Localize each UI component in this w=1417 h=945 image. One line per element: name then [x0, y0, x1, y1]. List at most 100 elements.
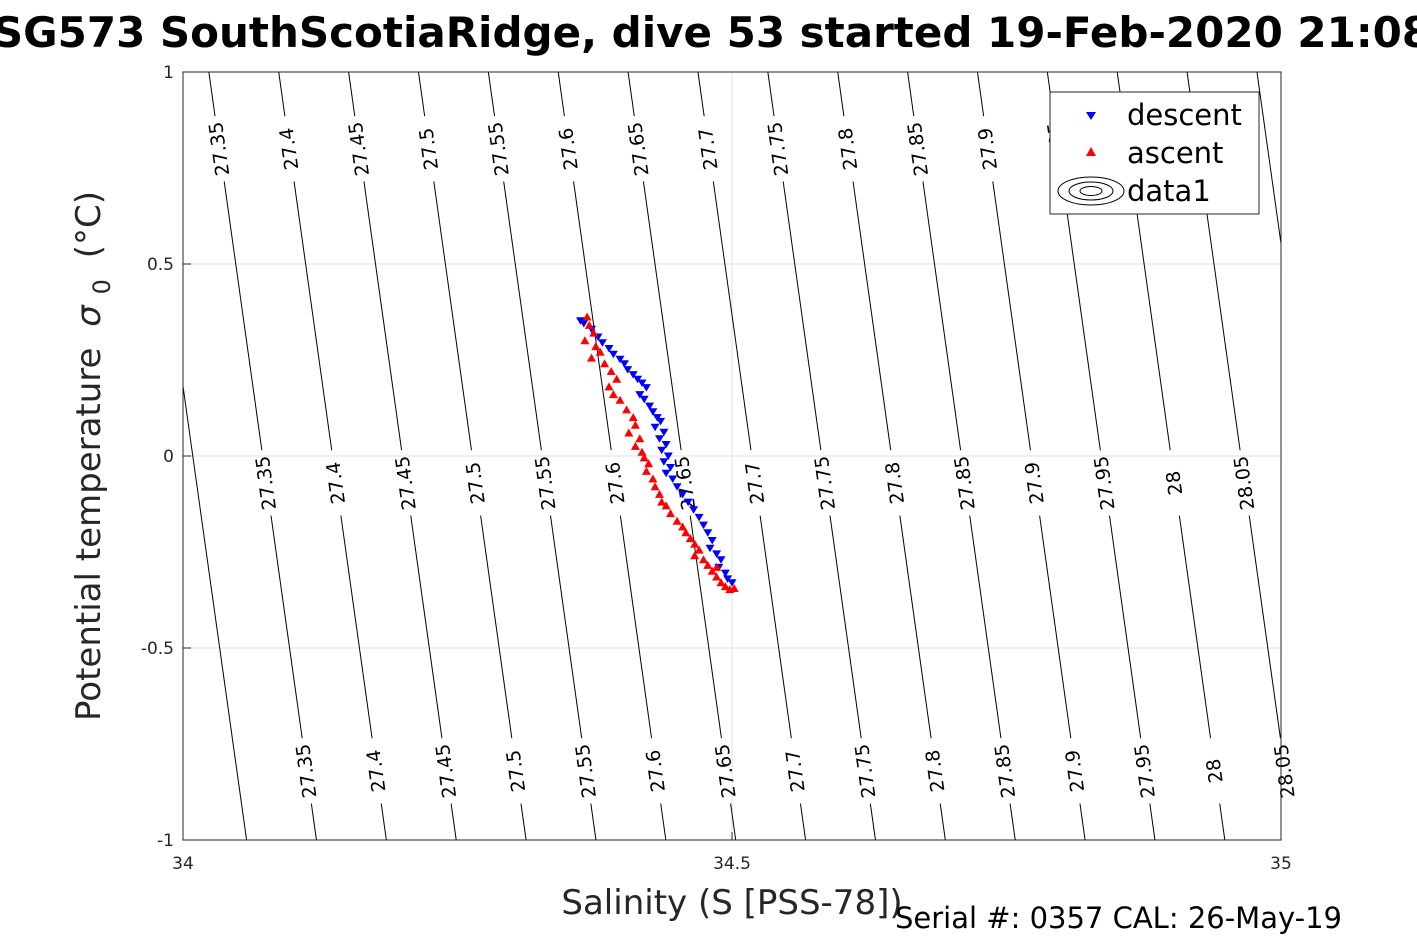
- density-contour-line: [627, 72, 635, 117]
- descent-marker: [608, 350, 618, 359]
- density-contour-line: [619, 515, 653, 739]
- density-contour-line: [976, 72, 985, 117]
- y-axis-label-subscript: 0: [88, 279, 116, 294]
- ascent-marker: [644, 459, 654, 468]
- density-contour-line: [520, 803, 527, 840]
- descent-marker: [703, 529, 713, 537]
- ascent-marker: [666, 509, 675, 518]
- descent-marker: [657, 446, 667, 455]
- ascent-marker: [712, 562, 722, 571]
- density-contour-line: [270, 515, 303, 739]
- descent-marker: [689, 506, 699, 514]
- density-contour-line: [1009, 803, 1016, 840]
- density-contour-line: [799, 803, 807, 840]
- descent-marker: [705, 544, 715, 553]
- y-tick-label: -1: [157, 831, 174, 851]
- descent-marker: [666, 464, 675, 472]
- density-contour-line: [223, 181, 263, 451]
- descent-marker: [659, 458, 669, 466]
- ascent-marker: [604, 382, 614, 391]
- legend-descent-marker: [1086, 112, 1096, 120]
- descent-marker: [678, 490, 688, 499]
- ascent-marker: [661, 501, 671, 510]
- density-contour-line: [1256, 72, 1281, 248]
- descent-marker: [727, 579, 737, 587]
- y-tick-label: 1: [163, 63, 174, 83]
- descent-marker: [707, 537, 717, 545]
- legend-ascent-marker: [1086, 147, 1096, 156]
- ascent-marker: [580, 336, 590, 345]
- ascent-marker: [655, 489, 664, 498]
- legend-box: [1049, 91, 1260, 215]
- density-contour-line: [767, 72, 775, 117]
- ascent-marker: [650, 482, 660, 491]
- ascent-marker: [672, 516, 682, 525]
- descent-marker: [637, 379, 647, 387]
- x-axis-label: Salinity (S [PSS-78]): [561, 883, 902, 923]
- ascent-marker: [639, 453, 649, 462]
- axes: 34 34.5 35 -1 -0.5 0 0.5 1: [141, 63, 1292, 874]
- serial-cal-footer: Serial #: 0357 CAL: 26-May-19: [895, 901, 1342, 935]
- descent-marker: [635, 391, 645, 399]
- density-contour-line: [340, 515, 373, 739]
- ascent-marker: [624, 428, 634, 437]
- ascent-marker: [582, 312, 592, 321]
- y-axis-label: Potential temperature σ 0 (°C): [69, 191, 119, 721]
- density-contour-line: [922, 181, 962, 451]
- descent-marker: [652, 414, 662, 422]
- density-contour-line: [417, 72, 426, 117]
- ascent-marker: [681, 528, 691, 537]
- density-contours: [183, 72, 1281, 840]
- ascent-marker: [685, 534, 695, 543]
- density-contour-line: [480, 515, 513, 739]
- ascent-marker: [712, 572, 722, 581]
- descent-marker: [712, 550, 722, 558]
- legend-ascent-label: ascent: [1127, 136, 1223, 170]
- descent-marker: [623, 366, 633, 374]
- descent-marker: [672, 483, 682, 491]
- descent-marker: [619, 360, 629, 368]
- ascent-marker: [608, 390, 618, 399]
- descent-marker: [641, 384, 651, 392]
- ascent-marker: [641, 466, 651, 475]
- descent-marker: [661, 469, 671, 478]
- density-contour-line: [503, 181, 542, 451]
- density-contour-line: [642, 181, 682, 451]
- density-contour-line: [208, 72, 216, 117]
- ascent-marker: [587, 353, 596, 362]
- y-axis-label-symbol: σ: [69, 304, 109, 327]
- ascent-marker: [584, 320, 594, 329]
- ascent-marker: [678, 522, 688, 531]
- density-contour-line: [992, 181, 1031, 451]
- ascent-marker: [630, 441, 640, 450]
- density-contour-line: [1039, 515, 1072, 739]
- density-contour-line: [450, 803, 457, 840]
- y-tick-label: -0.5: [141, 639, 174, 659]
- ascent-marker: [703, 560, 713, 569]
- ascent-marker: [720, 582, 730, 591]
- ascent-marker: [657, 497, 667, 506]
- ascent-marker: [606, 367, 616, 375]
- density-contour-line: [782, 181, 822, 451]
- legend: descent ascent data1: [1049, 91, 1260, 215]
- density-contour-line: [183, 382, 248, 840]
- density-contour-line: [590, 803, 597, 840]
- descent-marker: [656, 417, 666, 426]
- legend-data1-label: data1: [1127, 174, 1211, 208]
- descent-marker: [661, 441, 671, 449]
- descent-marker: [723, 575, 733, 583]
- density-contour-line: [293, 181, 333, 451]
- density-contour-line: [1219, 803, 1226, 840]
- ascent-marker: [628, 413, 638, 422]
- chart-title: SG573 SouthScotiaRidge, dive 53 started …: [0, 8, 1417, 57]
- descent-marker: [639, 395, 649, 404]
- density-contour-line: [969, 515, 1002, 739]
- ascent-marker: [600, 359, 610, 368]
- x-tick-label: 34.5: [713, 854, 751, 874]
- density-contour-line: [380, 803, 387, 840]
- descent-marker: [615, 355, 625, 364]
- density-contour-line: [278, 72, 286, 117]
- density-contour-line: [1062, 181, 1101, 451]
- density-contour-line: [1201, 181, 1241, 451]
- density-contour-line: [712, 181, 752, 451]
